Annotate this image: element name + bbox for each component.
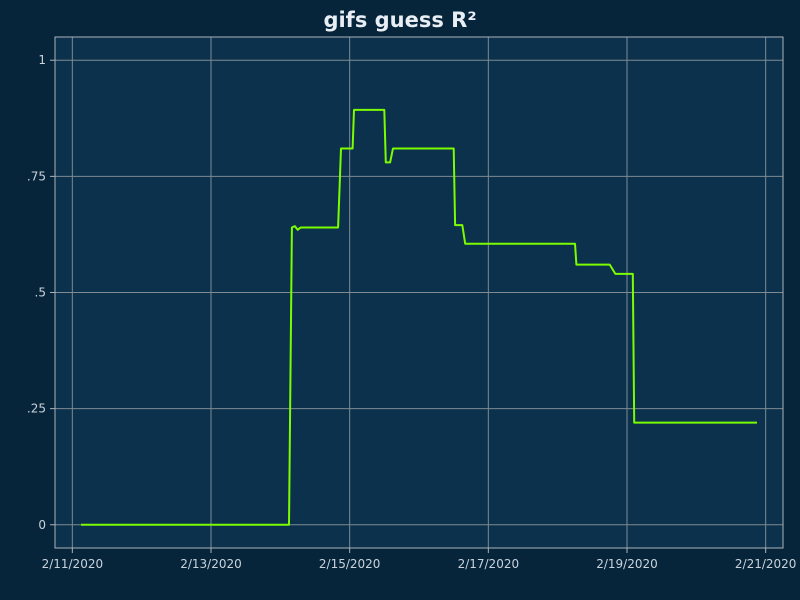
plot-area: 2/11/2020 2/13/2020 2/15/2020 2/17/2020 2/19… xyxy=(27,36,797,571)
y-tick-label: .75 xyxy=(27,169,46,183)
x-tick-label: 2/15/2020 xyxy=(319,557,381,571)
y-tick-label: .5 xyxy=(35,286,46,300)
y-tick-label: 0 xyxy=(38,518,46,532)
chart-title: gifs guess R² xyxy=(323,8,476,32)
x-tick-label: 2/13/2020 xyxy=(180,557,242,571)
x-tick-label: 2/17/2020 xyxy=(458,557,520,571)
x-tick-label: 2/19/2020 xyxy=(596,557,658,571)
y-tick-label: .25 xyxy=(27,402,46,416)
x-tick-label: 2/11/2020 xyxy=(42,557,104,571)
series-line xyxy=(81,108,757,526)
y-tick-label: 1 xyxy=(38,53,46,67)
x-tick-label: 2/21/2020 xyxy=(735,557,797,571)
